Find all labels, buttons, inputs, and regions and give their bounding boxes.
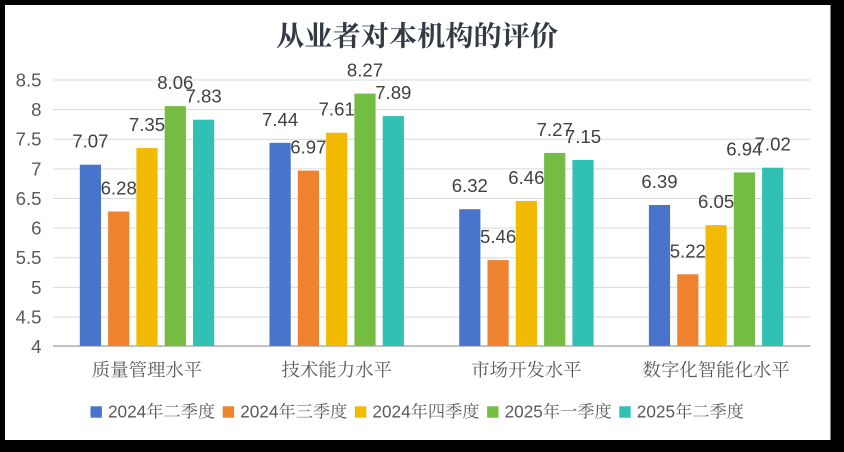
svg-text:4.5: 4.5 <box>16 306 42 327</box>
svg-text:7.5: 7.5 <box>16 129 42 150</box>
svg-text:5.5: 5.5 <box>16 247 42 268</box>
svg-text:6.94: 6.94 <box>726 138 762 159</box>
svg-text:8.5: 8.5 <box>16 69 42 90</box>
svg-text:6: 6 <box>31 218 41 239</box>
svg-text:8: 8 <box>31 99 41 120</box>
svg-text:6.39: 6.39 <box>641 171 677 192</box>
svg-text:6.5: 6.5 <box>16 188 42 209</box>
svg-text:5.46: 5.46 <box>480 226 516 247</box>
svg-text:7: 7 <box>31 158 41 179</box>
svg-text:7.44: 7.44 <box>262 109 298 130</box>
svg-text:6.28: 6.28 <box>101 178 137 199</box>
svg-text:2025: 2025 <box>637 401 675 421</box>
svg-text:2024: 2024 <box>372 401 411 421</box>
svg-text:5: 5 <box>31 277 41 298</box>
svg-text:6.97: 6.97 <box>290 137 326 158</box>
svg-text:6.46: 6.46 <box>508 167 544 188</box>
svg-text:7.07: 7.07 <box>72 131 108 152</box>
svg-text:7.35: 7.35 <box>129 114 165 135</box>
svg-text:7.89: 7.89 <box>375 82 411 103</box>
svg-text:2025: 2025 <box>505 401 543 421</box>
svg-text:2024: 2024 <box>108 401 147 421</box>
svg-text:2024: 2024 <box>240 401 279 421</box>
svg-text:6.32: 6.32 <box>452 175 488 196</box>
svg-text:7.15: 7.15 <box>565 126 601 147</box>
svg-text:6.05: 6.05 <box>698 191 734 212</box>
svg-text:7.27: 7.27 <box>537 119 573 140</box>
svg-text:8.27: 8.27 <box>347 60 383 81</box>
svg-text:7.83: 7.83 <box>185 86 221 107</box>
svg-text:8.06: 8.06 <box>157 72 193 93</box>
svg-text:7.61: 7.61 <box>319 99 355 120</box>
svg-text:7.02: 7.02 <box>755 134 791 155</box>
svg-text:4: 4 <box>31 336 41 357</box>
svg-text:5.22: 5.22 <box>670 240 706 261</box>
